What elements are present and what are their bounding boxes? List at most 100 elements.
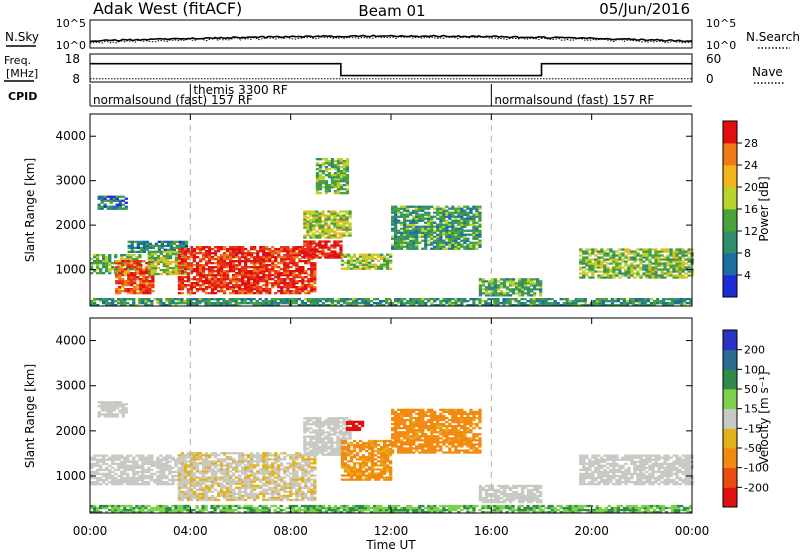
- echo-cell: [430, 304, 434, 307]
- echo-cell: [250, 482, 254, 485]
- echo-cell: [330, 220, 334, 223]
- echo-cell: [315, 218, 319, 221]
- echo-cell: [271, 494, 275, 497]
- echo-cell: [265, 490, 269, 493]
- echo-cell: [616, 300, 620, 303]
- echo-cell: [180, 250, 185, 253]
- echo-cell: [289, 258, 293, 261]
- echo-cell: [268, 472, 272, 475]
- echo-cell: [448, 245, 452, 248]
- echo-cell: [259, 470, 263, 473]
- echo-cell: [97, 195, 101, 198]
- echo-cell: [219, 470, 224, 473]
- echo-cell: [130, 276, 134, 279]
- echo-cell: [93, 483, 97, 486]
- echo-cell: [442, 304, 446, 307]
- echo-cell: [652, 302, 657, 305]
- echo-cell: [418, 241, 422, 244]
- echo-cell: [133, 240, 137, 243]
- echo-cell: [102, 258, 106, 261]
- echo-cell: [117, 266, 121, 269]
- echo-cell: [247, 254, 251, 257]
- echo-cell: [204, 466, 209, 469]
- echo-cell: [304, 472, 308, 475]
- echo-cell: [222, 472, 227, 475]
- echo-cell: [126, 298, 130, 301]
- echo-cell: [472, 241, 476, 244]
- echo-cell: [153, 264, 157, 268]
- echo-cell: [598, 298, 602, 301]
- echo-cell: [496, 302, 500, 305]
- echo-cell: [141, 462, 145, 465]
- echo-cell: [436, 207, 440, 210]
- echo-cell: [132, 468, 136, 472]
- echo-cell: [274, 460, 278, 463]
- echo-cell: [165, 304, 169, 307]
- echo-cell: [478, 290, 483, 293]
- echo-cell: [660, 264, 664, 267]
- echo-cell: [283, 280, 287, 283]
- echo-cell: [339, 248, 343, 251]
- echo-cell: [250, 480, 254, 483]
- echo-cell: [406, 231, 410, 234]
- echo-cell: [442, 225, 446, 228]
- echo-cell: [517, 300, 521, 303]
- echo-cell: [454, 300, 458, 303]
- echo-cell: [339, 218, 343, 221]
- echo-cell: [192, 252, 197, 255]
- echo-cell: [280, 246, 284, 249]
- echo-cell: [304, 478, 308, 481]
- echo-cell: [114, 458, 118, 461]
- echo-cell: [451, 302, 455, 305]
- echo-cell: [415, 227, 419, 230]
- echo-cell: [610, 304, 614, 307]
- echo-cell: [475, 225, 479, 228]
- echo-cell: [300, 302, 304, 305]
- echo-cell: [657, 274, 661, 277]
- echo-cell: [301, 458, 305, 461]
- echo-cell: [460, 213, 464, 216]
- echo-cell: [397, 221, 401, 224]
- echo-cell: [448, 300, 452, 303]
- echo-cell: [345, 160, 350, 163]
- echo-cell: [591, 264, 595, 267]
- echo-cell: [493, 282, 498, 285]
- echo-cell: [258, 298, 262, 301]
- echo-cell: [621, 266, 625, 269]
- echo-cell: [427, 207, 431, 210]
- echo-cell: [130, 260, 134, 263]
- echo-cell: [678, 248, 682, 251]
- echo-cell: [295, 274, 299, 277]
- echo-cell: [340, 259, 345, 262]
- echo-cell: [93, 254, 97, 257]
- echo-cell: [627, 276, 631, 279]
- echo-cell: [451, 225, 455, 228]
- echo-cell: [336, 226, 340, 229]
- echo-cell: [657, 256, 661, 259]
- echo-cell: [523, 302, 527, 305]
- echo-cell: [324, 186, 329, 189]
- echo-cell: [312, 242, 316, 245]
- echo-cell: [336, 236, 340, 239]
- echo-cell: [345, 212, 349, 215]
- echo-cell: [511, 304, 515, 307]
- echo-cell: [448, 302, 452, 305]
- echo-cell: [268, 288, 272, 291]
- echo-cell: [684, 252, 688, 255]
- echo-cell: [153, 298, 157, 301]
- echo-cell: [265, 268, 269, 271]
- echo-cell: [624, 272, 628, 275]
- echo-cell: [324, 170, 329, 173]
- echo-cell: [124, 268, 128, 271]
- echo-cell: [307, 250, 311, 253]
- echo-cell: [159, 256, 163, 260]
- echo-cell: [321, 210, 325, 213]
- echo-cell: [664, 302, 669, 305]
- colorbar-tick-label: 4: [744, 269, 751, 282]
- echo-cell: [210, 494, 215, 497]
- echo-cell: [253, 480, 257, 483]
- echo-cell: [310, 288, 314, 291]
- echo-cell: [183, 492, 188, 495]
- echo-cell: [591, 274, 595, 277]
